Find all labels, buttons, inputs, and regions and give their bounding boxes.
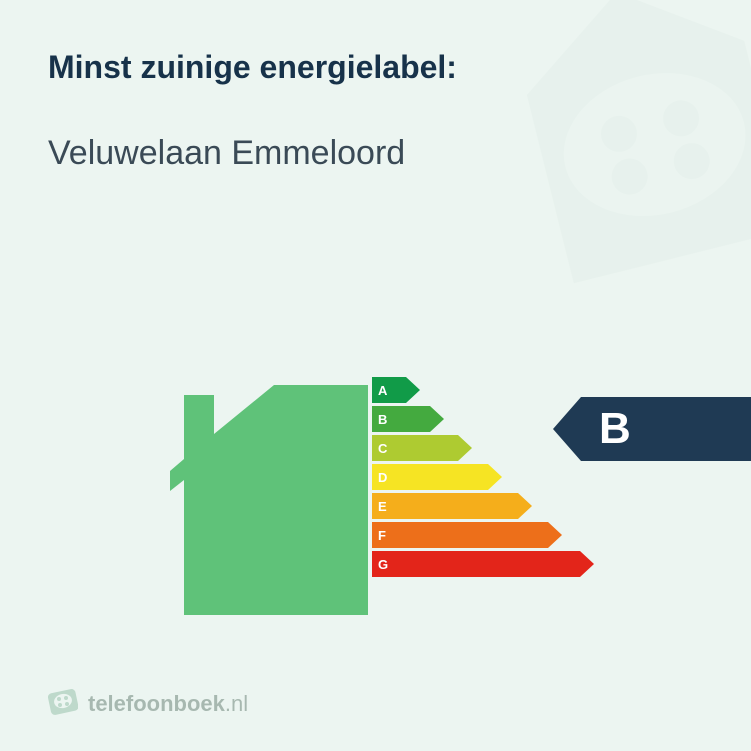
footer-brand: telefoonboek.nl: [88, 691, 248, 717]
footer-brand-thin: .nl: [225, 691, 248, 716]
energy-bar-letter: G: [378, 557, 388, 572]
result-letter: B: [599, 404, 631, 454]
energy-bar-letter: C: [378, 441, 387, 456]
energy-bar: D: [372, 464, 502, 490]
footer-brand-bold: telefoonboek: [88, 691, 225, 716]
energy-bar: E: [372, 493, 532, 519]
footer-logo-icon: [48, 686, 78, 721]
energy-bar: B: [372, 406, 444, 432]
result-badge: B: [553, 397, 751, 461]
energy-bar: G: [372, 551, 594, 577]
footer: telefoonboek.nl: [48, 686, 248, 721]
energy-bar-letter: A: [378, 383, 387, 398]
page-title: Minst zuinige energielabel:: [48, 48, 703, 86]
page-subtitle: Veluwelaan Emmeloord: [48, 134, 703, 173]
energy-bar-row: E: [372, 493, 594, 519]
energy-bar: A: [372, 377, 420, 403]
energy-bar: C: [372, 435, 472, 461]
energy-bar: F: [372, 522, 562, 548]
energy-bar-letter: D: [378, 470, 387, 485]
energy-bar-letter: E: [378, 499, 387, 514]
energy-bar-letter: F: [378, 528, 386, 543]
energy-bar-row: D: [372, 464, 594, 490]
energy-bar-letter: B: [378, 412, 387, 427]
content-area: Minst zuinige energielabel: Veluwelaan E…: [0, 0, 751, 173]
energy-bar-row: F: [372, 522, 594, 548]
energy-label-chart: ABCDEFG B: [0, 345, 751, 645]
result-arrow-tip: [553, 397, 581, 461]
energy-bar-row: G: [372, 551, 594, 577]
house-icon: [170, 369, 370, 624]
result-body: B: [581, 397, 751, 461]
